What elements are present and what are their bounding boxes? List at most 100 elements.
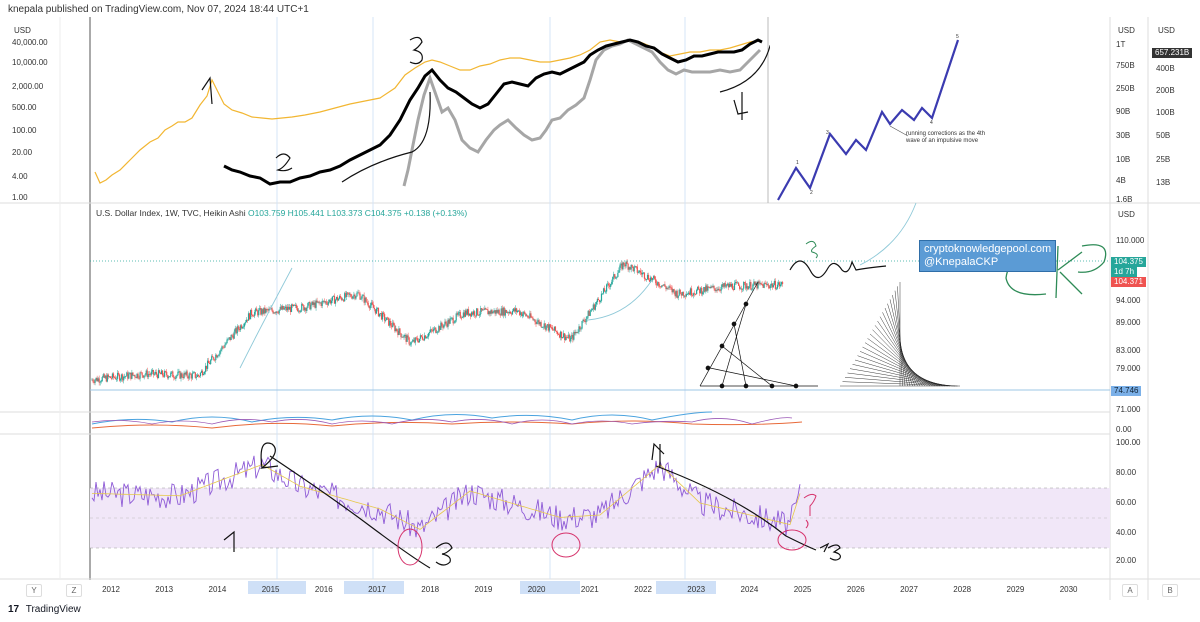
candle-body <box>721 284 723 287</box>
candle-body <box>319 302 321 304</box>
candle-body <box>378 313 381 317</box>
candle-body <box>262 309 264 314</box>
candle-body <box>263 307 265 314</box>
hand-annotations-rsi <box>223 442 841 569</box>
candle-body <box>398 328 400 336</box>
candle-body <box>142 375 144 378</box>
candle-body <box>544 323 546 330</box>
candle-body <box>527 315 529 318</box>
candle-body <box>115 378 118 380</box>
gray-line <box>402 38 762 187</box>
candle-body <box>572 334 574 340</box>
candle-body <box>468 313 471 316</box>
candle-body <box>554 326 557 331</box>
year-tick-2019: 2019 <box>474 585 493 594</box>
candle-body <box>749 282 751 287</box>
candle-body <box>636 266 638 273</box>
candle-body <box>618 270 620 273</box>
candle-body <box>455 313 457 321</box>
candle-body <box>650 277 652 282</box>
candle-body <box>440 322 442 330</box>
candle-body <box>247 313 250 321</box>
candle-body <box>144 374 146 376</box>
candle-body <box>709 287 711 289</box>
candle-body <box>555 330 558 332</box>
candle-body <box>370 302 372 306</box>
candle-body <box>238 329 240 331</box>
candle-body <box>545 325 547 330</box>
macd-zero-label: 0.00 <box>1116 425 1132 434</box>
candle-body <box>612 276 614 282</box>
year-tick-2015: 2015 <box>261 585 280 594</box>
candle-body <box>138 377 140 379</box>
candle-body <box>441 322 443 326</box>
main-axis-tick: 110.000 <box>1116 236 1145 245</box>
candle-body <box>140 372 142 374</box>
tradingview-footer[interactable]: 17 TradingView <box>8 604 81 615</box>
candle-body <box>519 310 521 315</box>
candle-body <box>658 281 660 287</box>
candle-body <box>332 295 335 297</box>
candle-body <box>553 326 556 331</box>
candle-body <box>678 289 680 296</box>
candle-body <box>633 266 635 272</box>
candle-body <box>559 331 562 338</box>
candle-body <box>439 326 441 330</box>
string-art-line <box>847 372 953 387</box>
candle-body <box>731 283 734 290</box>
candle-body <box>542 326 544 328</box>
candle-body <box>172 371 174 378</box>
candle-body <box>569 334 571 342</box>
axis-button-b[interactable]: B <box>1162 584 1178 597</box>
far-axis-tick: 100B <box>1156 108 1175 117</box>
candle-body <box>560 331 563 339</box>
legend-title: U.S. Dollar Index, 1W, TVC, Heikin Ashi <box>96 208 246 218</box>
candle-body <box>400 333 402 338</box>
candle-body <box>199 372 202 377</box>
axis-button-a[interactable]: A <box>1122 584 1138 597</box>
candle-body <box>282 306 284 310</box>
candle-body <box>369 305 371 309</box>
candle-body <box>371 302 373 305</box>
candle-body <box>720 286 722 291</box>
candle-body <box>745 283 747 289</box>
candle-body <box>512 308 515 312</box>
candle-body <box>727 283 729 288</box>
candle-body <box>675 291 677 297</box>
string-art-line <box>849 368 951 387</box>
candle-body <box>657 281 659 286</box>
axis-button-z[interactable]: Z <box>66 584 82 597</box>
candle-body <box>507 312 509 314</box>
candle-body <box>470 312 473 317</box>
candle-body <box>221 346 223 350</box>
candle-body <box>503 307 505 316</box>
candle-body <box>298 310 300 312</box>
candle-body <box>399 328 401 334</box>
candle-body <box>214 359 216 361</box>
candle-body <box>154 372 157 374</box>
candle-body <box>587 310 589 317</box>
ew-label-2: 2 <box>810 190 813 196</box>
candle-body <box>111 373 114 379</box>
far-axis-tick: 200B <box>1156 86 1175 95</box>
candle-body <box>595 302 597 305</box>
candle-body <box>513 308 516 312</box>
candle-body <box>454 320 456 323</box>
candle-body <box>547 324 549 331</box>
axis-button-y[interactable]: Y <box>26 584 42 597</box>
candle-body <box>213 357 215 360</box>
low-line-tag: 74.746 <box>1111 386 1142 396</box>
candle-body <box>552 329 555 331</box>
heikin-ashi-candles <box>91 259 784 386</box>
chart-legend[interactable]: U.S. Dollar Index, 1W, TVC, Heikin Ashi … <box>96 208 467 218</box>
candle-body <box>669 286 671 288</box>
candle-body <box>128 374 130 379</box>
candle-body <box>549 324 551 328</box>
candle-body <box>746 286 748 289</box>
candle-body <box>410 342 412 345</box>
candle-body <box>195 376 197 378</box>
candle-body <box>418 338 420 343</box>
candle-body <box>651 277 653 281</box>
candle-body <box>677 295 679 298</box>
